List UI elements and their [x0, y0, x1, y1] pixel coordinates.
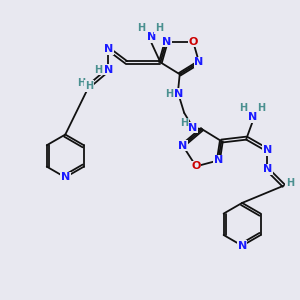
Text: H: H — [180, 118, 188, 128]
Text: H: H — [94, 65, 102, 75]
Text: N: N — [194, 57, 204, 67]
Text: N: N — [188, 123, 198, 133]
Text: O: O — [188, 37, 198, 46]
Text: H: H — [257, 103, 266, 113]
Text: H: H — [165, 88, 173, 98]
Text: N: N — [263, 145, 272, 155]
Text: H: H — [155, 23, 163, 33]
Text: N: N — [61, 172, 70, 182]
Text: N: N — [162, 37, 171, 46]
Text: N: N — [214, 155, 223, 165]
Text: N: N — [248, 112, 257, 122]
Text: H: H — [78, 78, 86, 88]
Text: O: O — [191, 161, 201, 171]
Text: N: N — [174, 88, 183, 98]
Text: N: N — [104, 44, 113, 54]
Text: N: N — [104, 65, 113, 75]
Text: H: H — [137, 23, 145, 33]
Text: N: N — [263, 164, 272, 174]
Text: N: N — [238, 241, 247, 251]
Text: H: H — [286, 178, 294, 188]
Text: N: N — [178, 140, 187, 151]
Text: H: H — [240, 103, 248, 113]
Text: N: N — [147, 32, 156, 42]
Text: H: H — [85, 81, 93, 91]
